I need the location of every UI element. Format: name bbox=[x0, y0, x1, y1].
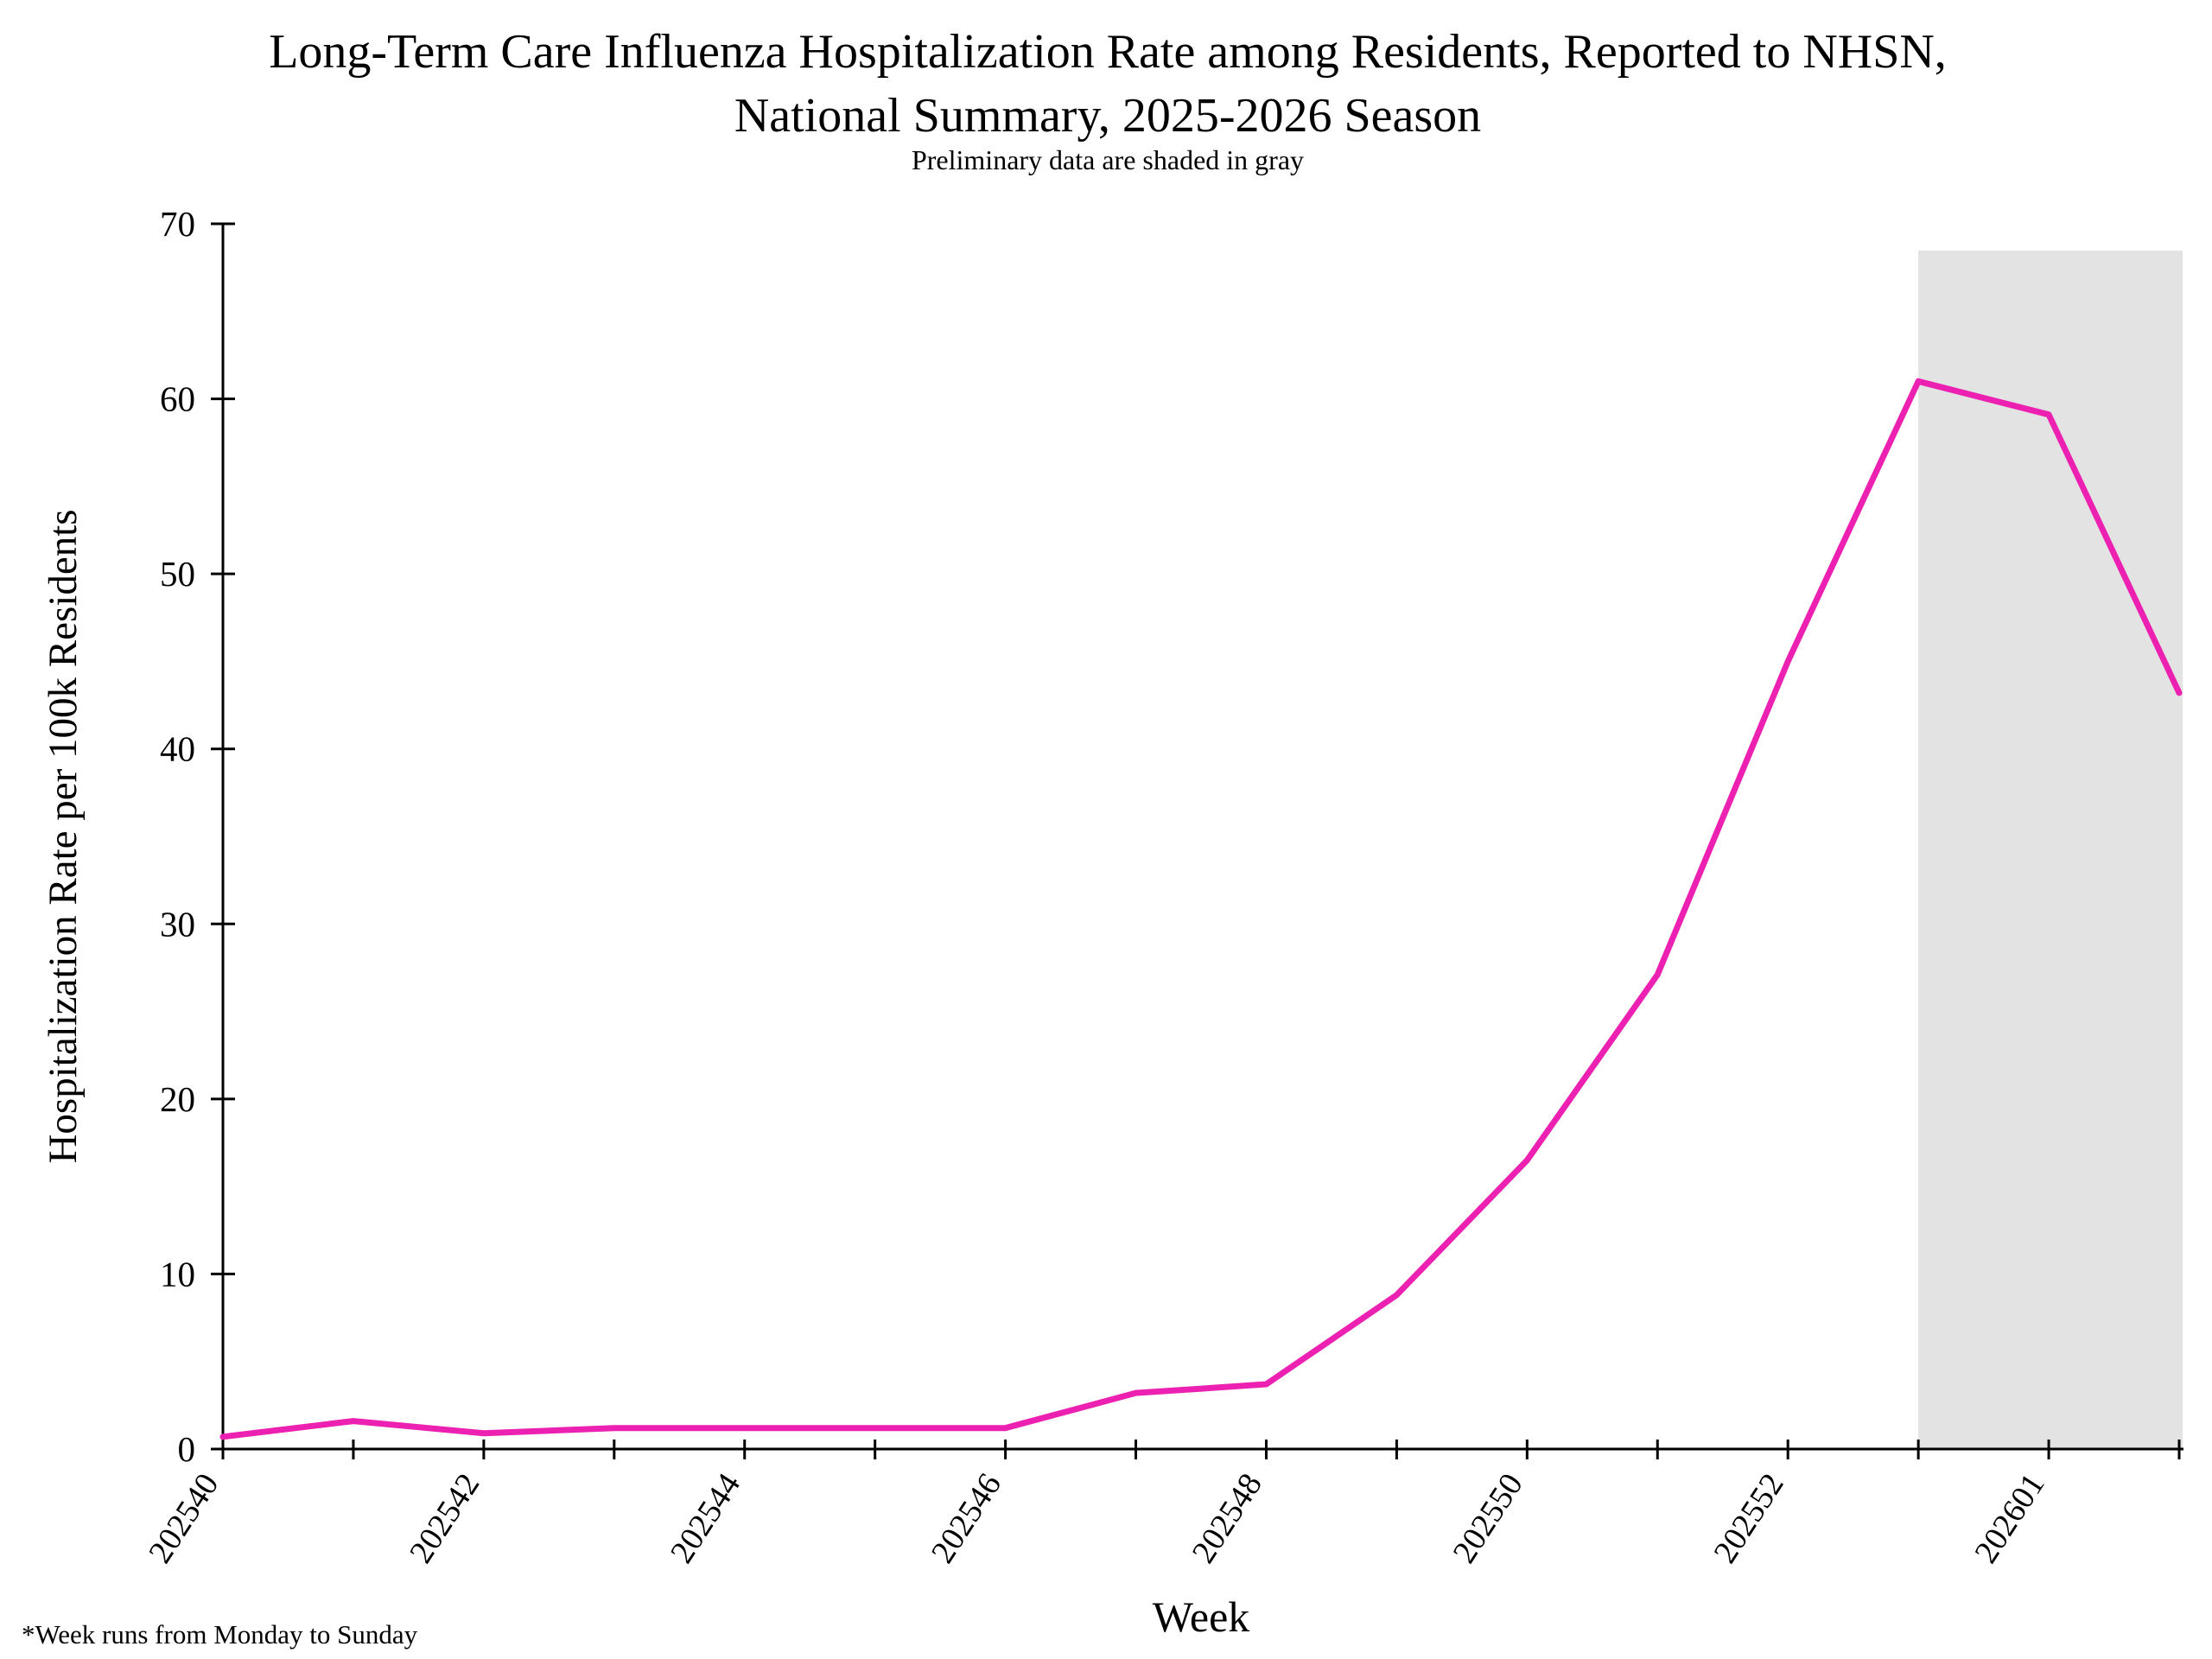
x-tick-label: 202540 bbox=[142, 1467, 226, 1569]
chart-subtitle: Preliminary data are shaded in gray bbox=[912, 144, 1304, 175]
y-tick-label: 10 bbox=[160, 1254, 195, 1294]
x-tick-label: 202546 bbox=[925, 1467, 1008, 1569]
y-tick-label: 20 bbox=[160, 1079, 195, 1119]
y-tick-label: 70 bbox=[160, 204, 195, 244]
x-tick-label: 202544 bbox=[664, 1467, 747, 1569]
x-axis-title: Week bbox=[1153, 1592, 1250, 1641]
chart-title-line2: National Summary, 2025-2026 Season bbox=[734, 89, 1481, 143]
hospitalization-rate-line bbox=[219, 378, 2183, 1440]
y-tick-label: 60 bbox=[160, 379, 195, 419]
chart-title-line1: Long-Term Care Influenza Hospitalization… bbox=[269, 25, 1947, 79]
x-tick-label: 202548 bbox=[1185, 1467, 1269, 1569]
axis-ticks: 0 10 20 30 40 50 60 70 202540 202542 202544 202546 2… bbox=[142, 204, 2181, 1570]
x-tick-label: 202550 bbox=[1446, 1467, 1530, 1569]
preliminary-shaded-region bbox=[1918, 251, 2183, 1449]
y-tick-label: 50 bbox=[160, 554, 195, 594]
x-tick-label: 202542 bbox=[403, 1467, 486, 1569]
y-axis-title: Hospitalization Rate per 100k Residents bbox=[41, 509, 86, 1163]
y-tick-label: 0 bbox=[178, 1429, 196, 1469]
x-tick-label: 202601 bbox=[1967, 1467, 2051, 1569]
footnote: *Week runs from Monday to Sunday bbox=[22, 1619, 418, 1649]
x-tick-label: 202552 bbox=[1707, 1467, 1790, 1569]
y-tick-label: 40 bbox=[160, 729, 195, 769]
y-tick-label: 30 bbox=[160, 904, 195, 944]
